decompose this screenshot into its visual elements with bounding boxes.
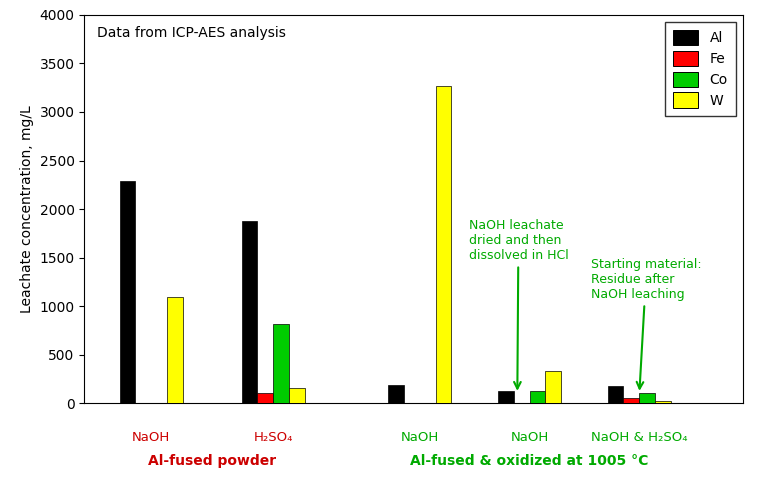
Text: Al-fused & oxidized at 1005 °C: Al-fused & oxidized at 1005 °C bbox=[411, 454, 649, 468]
Text: H₂SO₄: H₂SO₄ bbox=[254, 430, 293, 444]
Text: NaOH & H₂SO₄: NaOH & H₂SO₄ bbox=[591, 430, 688, 444]
Bar bbox=[119, 181, 136, 403]
Text: NaOH: NaOH bbox=[133, 430, 171, 444]
Bar bbox=[273, 324, 290, 403]
Bar bbox=[607, 386, 624, 403]
Text: NaOH: NaOH bbox=[401, 430, 439, 444]
Text: NaOH leachate
dried and then
dissolved in HCl: NaOH leachate dried and then dissolved i… bbox=[469, 219, 568, 389]
Bar bbox=[545, 371, 561, 403]
Bar bbox=[167, 297, 183, 403]
Bar bbox=[241, 221, 257, 403]
Text: Al-fused powder: Al-fused powder bbox=[149, 454, 277, 468]
Text: Starting material:
Residue after
NaOH leaching: Starting material: Residue after NaOH le… bbox=[591, 258, 701, 389]
Bar bbox=[290, 388, 305, 403]
Text: NaOH: NaOH bbox=[510, 430, 548, 444]
Bar bbox=[498, 391, 514, 403]
Bar bbox=[388, 385, 404, 403]
Legend: Al, Fe, Co, W: Al, Fe, Co, W bbox=[665, 22, 736, 116]
Bar bbox=[655, 401, 671, 403]
Bar bbox=[436, 86, 451, 403]
Bar bbox=[640, 393, 655, 403]
Bar bbox=[529, 391, 545, 403]
Bar bbox=[624, 398, 640, 403]
Text: Data from ICP-AES analysis: Data from ICP-AES analysis bbox=[97, 27, 286, 40]
Y-axis label: Leachate concentration, mg/L: Leachate concentration, mg/L bbox=[20, 105, 34, 313]
Bar bbox=[257, 393, 273, 403]
